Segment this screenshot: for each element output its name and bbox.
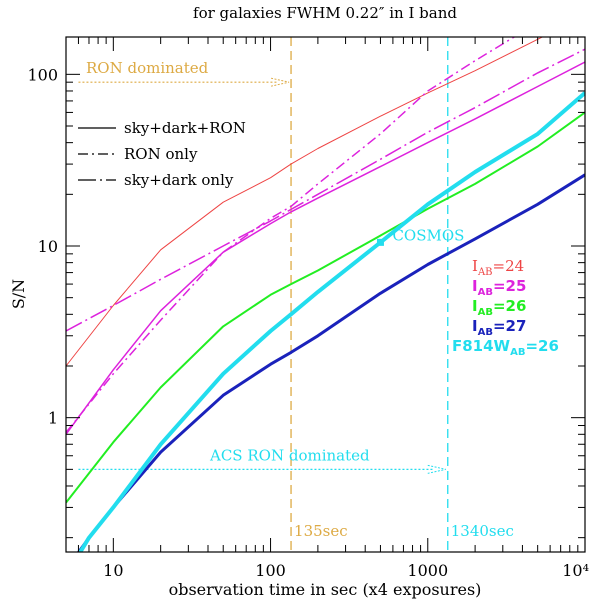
y-axis-label: S/N (9, 279, 28, 309)
series-line-5 (76, 173, 585, 552)
legend-magnitude-1: IAB=25 (472, 277, 526, 298)
series-line-4 (66, 111, 585, 504)
annotation-ron-dominated: RON dominated (86, 59, 209, 77)
annotation-arrow-head (427, 464, 446, 474)
x-tick-label: 100 (255, 561, 286, 580)
series-line-2 (66, 37, 516, 433)
legend-label-longdash: sky+dark only (124, 171, 234, 189)
legend-label-dashdot: RON only (124, 145, 198, 163)
x-tick-label: 10⁴ (562, 561, 589, 580)
series-line-0 (66, 37, 544, 367)
legend-magnitude-0: IAB=24 (472, 257, 524, 278)
series-line-3 (66, 48, 585, 332)
series-line-1 (66, 61, 585, 435)
annotation-acs-ron-dominated: ACS RON dominated (209, 446, 370, 464)
legend-magnitude-4: F814WAB=26 (452, 337, 559, 358)
annotation-cosmos: COSMOS (392, 226, 464, 244)
legend-magnitude-2: IAB=26 (472, 297, 526, 318)
legend-magnitude-3: IAB=27 (472, 317, 526, 338)
y-tick-label: 10 (38, 237, 58, 256)
y-tick-label: 100 (27, 65, 58, 84)
plot-frame (65, 36, 586, 553)
vline-label-135sec: 135sec (294, 522, 348, 540)
x-tick-label: 10 (103, 561, 123, 580)
series-line-6 (78, 91, 585, 552)
cosmos-marker (376, 238, 384, 246)
x-tick-label: 1000 (407, 561, 448, 580)
annotation-arrow-head (270, 77, 290, 87)
x-axis-label: observation time in sec (x4 exposures) (169, 580, 482, 599)
chart-title: for galaxies FWHM 0.22″ in I band (193, 4, 457, 22)
y-tick-label: 1 (48, 409, 58, 428)
legend-label-solid: sky+dark+RON (124, 119, 246, 137)
vline-label-1340sec: 1340sec (451, 522, 514, 540)
